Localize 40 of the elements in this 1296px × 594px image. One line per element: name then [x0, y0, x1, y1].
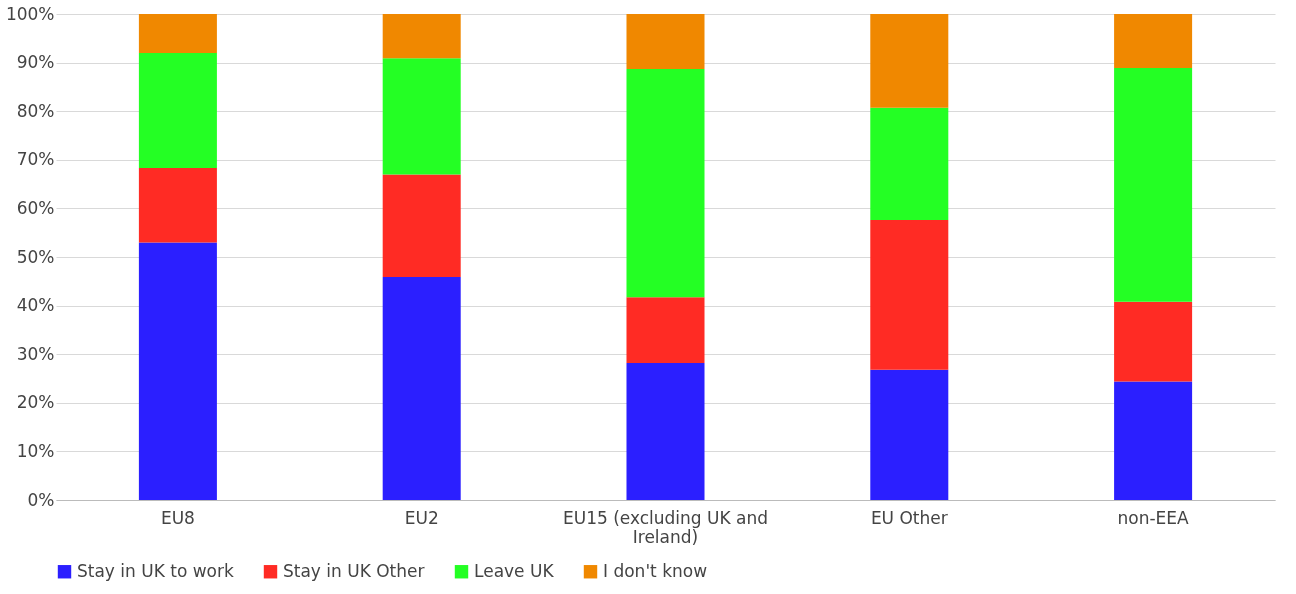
y-tick-label: 80%	[16, 100, 55, 121]
bar	[1114, 67, 1193, 302]
bar	[626, 362, 705, 500]
bar	[382, 174, 461, 277]
bar	[626, 68, 705, 298]
bar	[382, 276, 461, 500]
bar	[1114, 381, 1193, 500]
y-tick-label: 10%	[16, 440, 55, 461]
legend-label: Leave UK	[474, 560, 555, 581]
bar	[138, 168, 217, 243]
x-tick-label: EU8	[160, 507, 195, 528]
bar	[382, 14, 461, 59]
y-tick-label: 30%	[16, 343, 55, 364]
x-tick-label: EU Other	[870, 507, 948, 528]
bar	[138, 52, 217, 169]
y-tick-label: 0%	[27, 489, 55, 510]
legend-label: Stay in UK to work	[77, 560, 234, 581]
bar	[870, 14, 949, 108]
bar	[870, 369, 949, 500]
bar	[1114, 14, 1193, 68]
y-tick-label: 50%	[16, 246, 55, 267]
y-tick-label: 70%	[16, 149, 55, 170]
x-tick-label: EU2	[404, 507, 439, 528]
bar	[138, 242, 217, 500]
bar	[382, 58, 461, 175]
bar	[626, 297, 705, 363]
legend-label: Stay in UK Other	[283, 560, 425, 581]
x-tick-label: non-EEA	[1117, 507, 1190, 528]
bar	[870, 107, 949, 221]
y-tick-label: 90%	[16, 52, 55, 73]
y-tick-label: 60%	[16, 197, 55, 218]
legend-label: I don't know	[603, 560, 708, 581]
x-tick-label: EU15 (excluding UK and Ireland)	[562, 507, 769, 547]
y-tick-label: 100%	[5, 3, 55, 24]
bar	[1114, 301, 1193, 382]
bar	[870, 220, 949, 370]
y-tick-label: 40%	[16, 295, 55, 316]
y-tick-label: 20%	[16, 392, 55, 413]
bar	[626, 14, 705, 69]
bar	[138, 14, 217, 53]
